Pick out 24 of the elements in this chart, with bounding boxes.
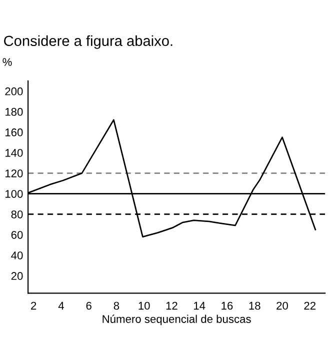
x-tick-label: 12: [166, 302, 178, 310]
y-tick-label: 80: [11, 210, 23, 218]
x-tick-label: 22: [304, 302, 316, 310]
x-tick-label: 18: [249, 302, 260, 310]
y-tick-label: 60: [11, 230, 23, 239]
x-tick-label: 4: [58, 302, 64, 310]
y-tick-label: 180: [6, 108, 23, 116]
x-tick-label: 20: [276, 302, 288, 310]
x-tick-label: 10: [138, 302, 150, 310]
y-tick-label: 140: [6, 148, 23, 157]
y-tick-label: 20: [11, 272, 23, 280]
y-tick-label: 40: [11, 252, 23, 260]
y-tick-label: 120: [6, 169, 23, 178]
x-axis-title: Número sequencial de buscas: [102, 314, 251, 326]
y-tick-label: 200: [5, 87, 23, 96]
y-axis-title: %: [2, 58, 12, 66]
x-tick-label: 14: [194, 302, 206, 310]
x-tick-label: 6: [86, 302, 92, 310]
y-tick-label: 160: [6, 128, 23, 136]
chart-title: Considere a figura abaixo.: [4, 35, 172, 49]
x-tick-label: 8: [114, 302, 120, 310]
y-tick-label: 100: [6, 190, 23, 198]
x-tick-label: 16: [222, 302, 233, 310]
x-tick-label: 2: [31, 302, 36, 310]
